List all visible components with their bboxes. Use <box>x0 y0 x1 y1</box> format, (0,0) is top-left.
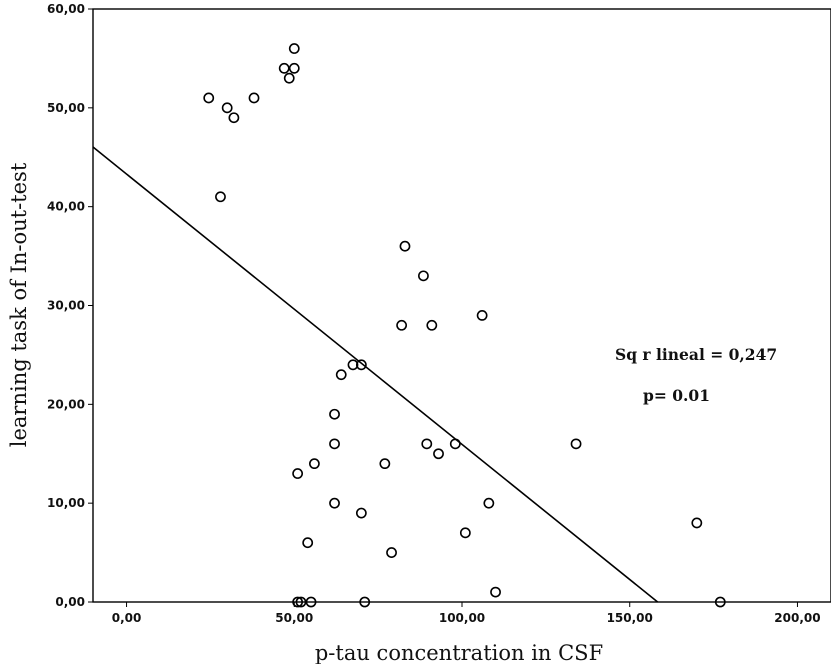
data-point <box>476 309 488 321</box>
data-point <box>570 438 582 450</box>
data-point <box>278 62 290 74</box>
y-tick-label: 30,00 <box>47 299 85 313</box>
data-point <box>295 596 307 608</box>
data-point <box>355 507 367 519</box>
data-point <box>459 527 471 539</box>
data-point <box>449 438 461 450</box>
data-point <box>399 240 411 252</box>
data-point <box>292 596 304 608</box>
y-tick-label: 0,00 <box>55 595 85 609</box>
r-squared-annotation: Sq r lineal = 0,247 <box>615 345 777 364</box>
data-point <box>421 438 433 450</box>
y-axis-label: learning task of In-out-test <box>7 162 31 447</box>
x-tick-label: 150,00 <box>607 611 653 625</box>
data-point <box>386 547 397 558</box>
data-point <box>288 62 300 74</box>
data-point <box>329 408 340 420</box>
regression-line <box>92 146 659 603</box>
x-axis-label: p-tau concentration in CSF <box>315 641 603 664</box>
p-value-annotation: p= 0.01 <box>643 386 710 405</box>
data-point <box>215 191 226 203</box>
data-point <box>292 468 304 479</box>
y-tick-label: 60,00 <box>47 2 85 16</box>
x-tick-label: 0,00 <box>112 611 142 625</box>
y-tick-label: 10,00 <box>47 496 85 510</box>
data-point <box>308 458 320 470</box>
y-tick-label: 50,00 <box>47 101 85 115</box>
x-tick-label: 200,00 <box>774 611 820 625</box>
data-point <box>483 497 495 509</box>
data-point <box>691 517 703 529</box>
data-point <box>305 596 317 608</box>
data-point <box>418 270 429 282</box>
data-points <box>203 43 726 608</box>
data-point <box>490 586 501 598</box>
data-point <box>714 596 726 608</box>
data-point <box>302 537 314 549</box>
data-point <box>283 72 295 84</box>
data-point <box>203 92 215 104</box>
data-point <box>396 319 408 331</box>
data-point <box>288 43 300 54</box>
y-axis-ticks: 0,00 10,00 20,00 30,00 40,00 50,00 60,00 <box>47 2 93 609</box>
data-point <box>379 458 391 470</box>
data-point <box>433 448 444 460</box>
data-point <box>426 319 438 331</box>
y-tick-label: 40,00 <box>47 200 85 214</box>
x-tick-label: 50,00 <box>275 611 313 625</box>
data-point <box>335 369 347 381</box>
data-point <box>248 92 260 104</box>
data-point <box>329 497 340 509</box>
y-tick-label: 20,00 <box>47 397 85 411</box>
data-point <box>347 359 359 371</box>
x-tick-label: 100,00 <box>439 611 485 625</box>
data-point <box>359 596 371 608</box>
data-point <box>355 359 367 371</box>
x-axis-ticks: 0,00 50,00 100,00 150,00 200,00 <box>112 602 821 625</box>
data-point <box>228 112 240 124</box>
data-point <box>221 102 233 114</box>
data-point <box>329 438 340 450</box>
